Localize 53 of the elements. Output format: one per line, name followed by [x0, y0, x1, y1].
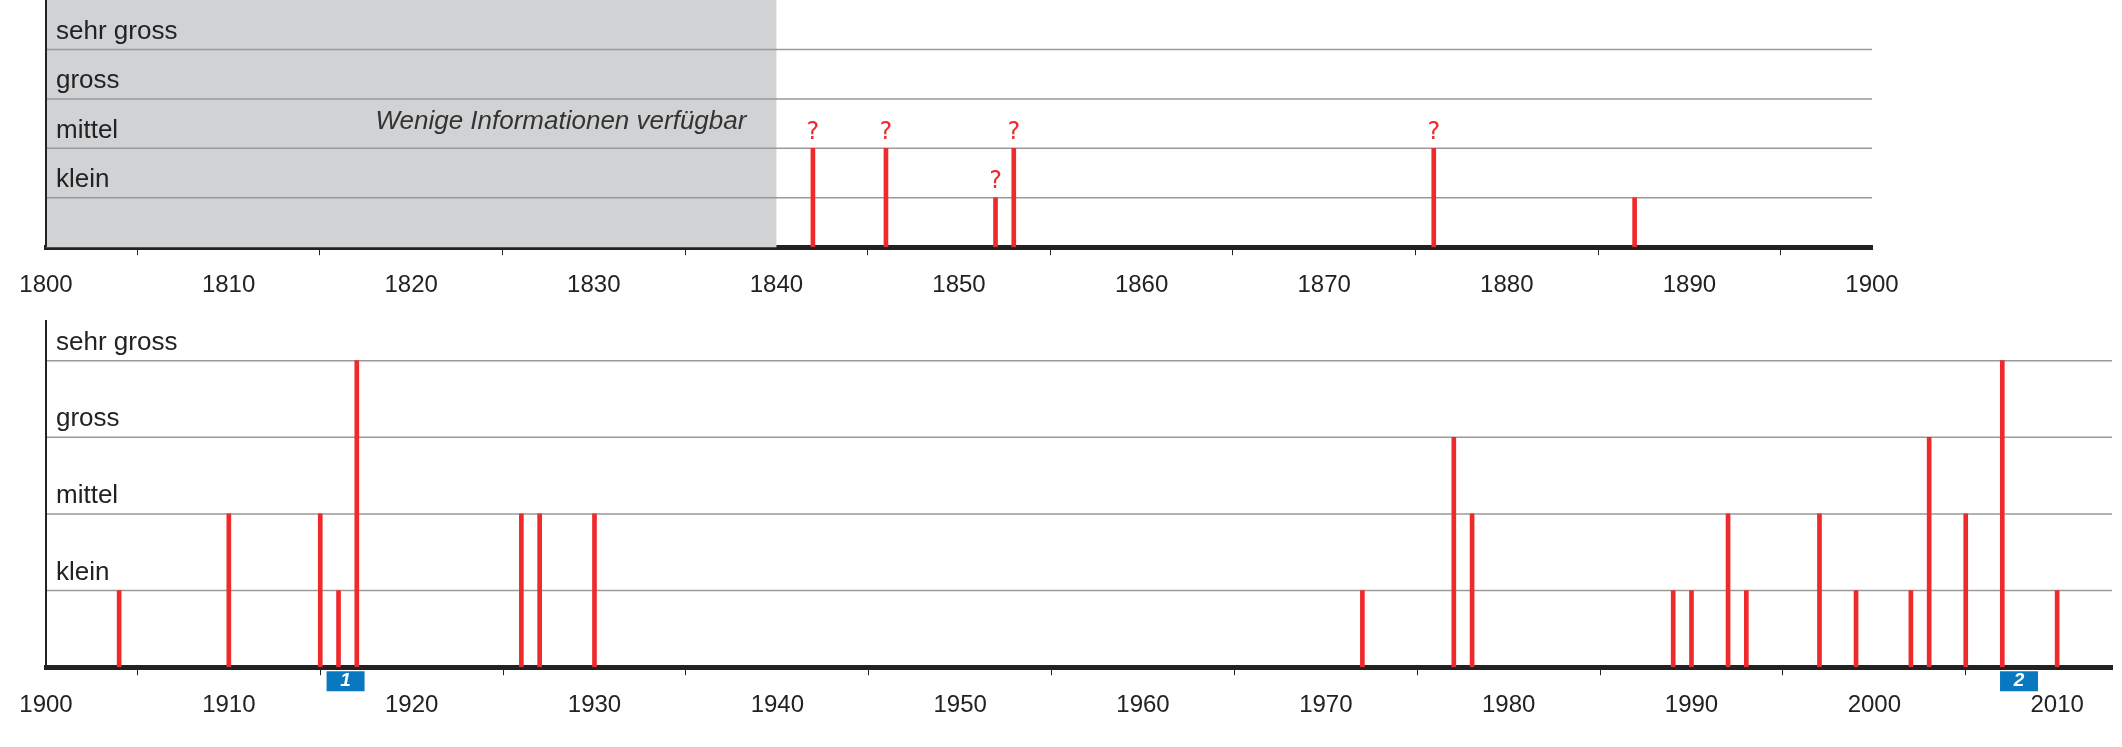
bar — [1451, 436, 1457, 668]
x-tick-label: 1960 — [1116, 690, 1170, 718]
x-tick-label: 1980 — [1481, 690, 1536, 718]
bar — [1670, 590, 1676, 668]
ref-line-label: gross — [56, 402, 120, 433]
ref-line-label: sehr gross — [56, 325, 178, 356]
x-tick-label: 2000 — [1847, 690, 1902, 718]
ref-line-label: mittel — [56, 113, 119, 144]
bar — [519, 513, 524, 668]
x-tick-label: 1800 — [19, 270, 73, 298]
ref-line-label: klein — [56, 162, 110, 193]
bar — [1963, 513, 1969, 668]
bar — [1744, 590, 1749, 668]
text: 1 — [340, 669, 351, 691]
bar — [354, 360, 360, 668]
x-tick-label: 1900 — [1845, 270, 1899, 298]
bar — [1689, 590, 1694, 668]
band-label: Wenige Informationen verfügbar — [375, 104, 748, 135]
bar — [1999, 360, 2005, 668]
ref-line-label: klein — [56, 555, 110, 586]
x-tick-label: 1930 — [567, 690, 622, 718]
ref-line-label: gross — [56, 64, 120, 95]
text: 2 — [2012, 669, 2025, 691]
annotation: ? — [989, 166, 1002, 195]
x-tick-label: 1970 — [1299, 690, 1353, 718]
annotation: ? — [1427, 116, 1441, 145]
x-tick-label: 1810 — [201, 270, 256, 298]
x-tick-label: 1880 — [1480, 270, 1534, 298]
bar — [537, 513, 542, 668]
ref-line-label: mittel — [56, 479, 119, 510]
x-tick-label: 1920 — [384, 690, 439, 718]
ref-line-label: sehr gross — [56, 14, 178, 45]
bar — [336, 590, 341, 668]
x-tick-label: 1990 — [1664, 690, 1719, 718]
bar — [592, 513, 597, 668]
x-tick-label: 1900 — [19, 690, 73, 718]
bar — [1817, 513, 1822, 668]
x-tick-label: 2010 — [2030, 690, 2084, 718]
x-tick-label: 1840 — [749, 270, 804, 298]
annotation: ? — [879, 116, 893, 145]
x-tick-label: 1860 — [1114, 270, 1169, 298]
x-tick-label: 1890 — [1662, 270, 1717, 298]
annotation: ? — [1007, 116, 1021, 145]
bar — [317, 513, 323, 668]
x-tick-label: 1820 — [384, 270, 438, 298]
x-tick-label: 1850 — [932, 270, 986, 298]
annotation: ? — [806, 116, 820, 145]
x-tick-label: 1910 — [202, 690, 256, 718]
x-tick-label: 1940 — [750, 690, 805, 718]
bar — [1360, 590, 1365, 668]
x-tick-label: 1950 — [933, 690, 987, 718]
x-tick-label: 1870 — [1297, 270, 1351, 298]
x-tick-label: 1830 — [567, 270, 621, 298]
